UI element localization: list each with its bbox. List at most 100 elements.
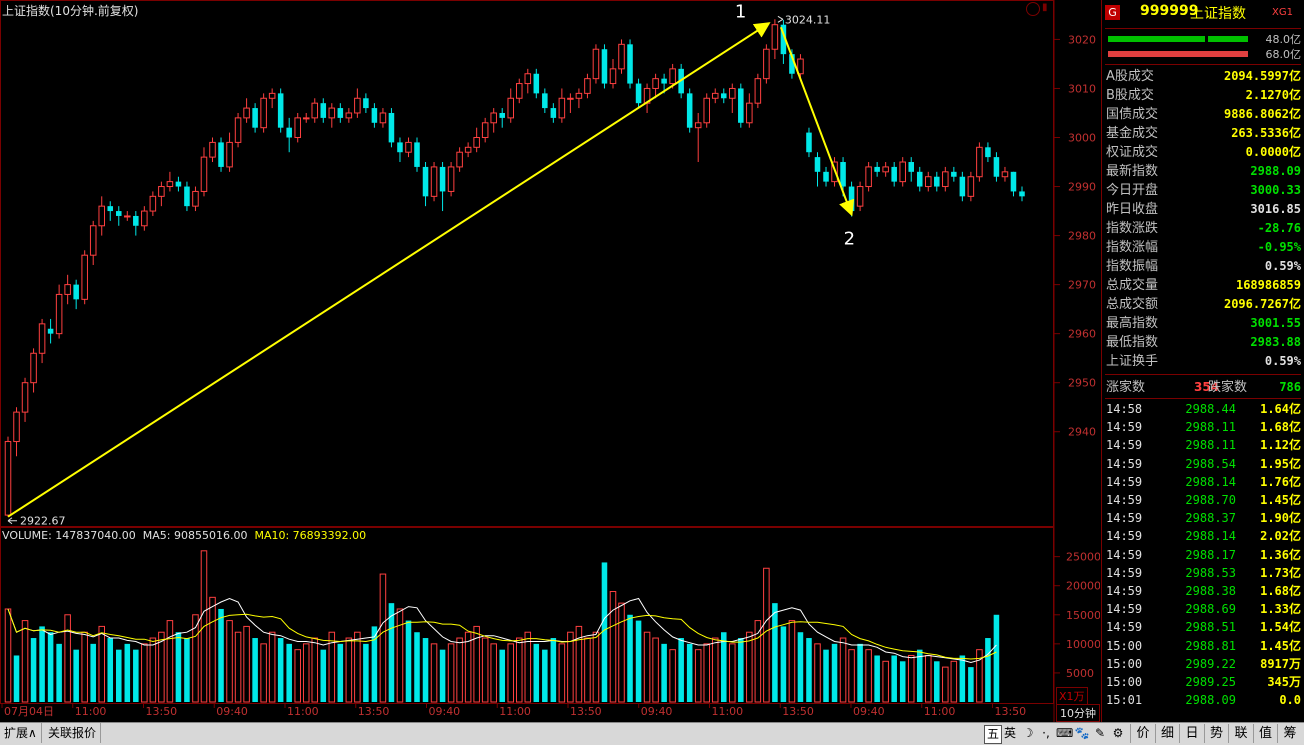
stat-label: 最高指数 <box>1106 316 1159 331</box>
candle-body <box>908 162 914 172</box>
marker-2-label: 2 <box>844 229 855 250</box>
ime-pen-icon[interactable]: ✎ <box>1094 726 1106 740</box>
price-tick-label: 3020 <box>1068 33 1096 46</box>
tick-volume: 2.02亿 <box>1260 529 1301 544</box>
ime-moon-icon[interactable]: ☽ <box>1022 726 1034 740</box>
tick-row: 14:59 2988.11 1.12亿 <box>1106 436 1301 454</box>
candle-body <box>515 83 523 99</box>
circle-toggle-icon[interactable] <box>1026 2 1040 16</box>
candle-body <box>720 93 727 99</box>
ma10-line <box>7 608 997 660</box>
trend-button[interactable]: 势 <box>1203 724 1229 743</box>
price-button[interactable]: 价 <box>1130 724 1155 743</box>
tick-volume: 1.36亿 <box>1260 547 1301 562</box>
value-button[interactable]: 值 <box>1252 724 1278 743</box>
stat-value: 2094.5997亿 <box>1223 69 1301 83</box>
stat-label: 总成交额 <box>1106 297 1159 312</box>
volume-bar <box>396 608 404 703</box>
volume-bar <box>499 649 505 702</box>
price-tick-label: 2990 <box>1068 181 1096 194</box>
tick-price: 2988.81 <box>1185 638 1236 653</box>
candle-body <box>98 205 106 227</box>
volume-tick-label: 10000 <box>1066 638 1100 651</box>
volume-bar <box>985 638 991 702</box>
stat-label: B股成交 <box>1106 88 1154 103</box>
candle-body <box>533 73 540 94</box>
candle-body <box>797 58 804 75</box>
link-button[interactable]: 联 <box>1228 724 1253 743</box>
tick-time: 14:59 <box>1106 602 1143 617</box>
related-quote-tab[interactable]: 关联报价 <box>44 723 102 743</box>
candle-body <box>30 352 37 384</box>
tick-row: 15:00 2989.25 345万 <box>1106 673 1301 691</box>
stat-row: 最低指数 2983.88 <box>1106 333 1301 352</box>
candle-body <box>542 93 548 109</box>
detail-button[interactable]: 细 <box>1154 724 1180 743</box>
stat-label: 指数涨幅 <box>1106 240 1159 255</box>
stat-label: 今日开盘 <box>1106 183 1159 198</box>
stat-value: 2988.09 <box>1250 164 1301 178</box>
volume-bar <box>669 649 676 703</box>
period-selector[interactable]: 10分钟 <box>1056 704 1100 722</box>
stat-row: 最新指数 2988.09 <box>1106 162 1301 181</box>
stat-row: 指数涨跌 -28.76 <box>1106 219 1301 238</box>
candle-body <box>149 195 157 212</box>
tick-time: 14:59 <box>1106 584 1143 598</box>
kline-chart-area[interactable]: 3020 3010 3000 2990 2980 2970 2960 2950 2940 250… <box>0 0 1101 722</box>
stat-value: 3016.85 <box>1250 202 1301 216</box>
volume-ma-lines <box>7 597 997 664</box>
candle-body <box>814 157 821 172</box>
tick-time: 15:01 <box>1106 693 1143 708</box>
stat-value: 168986859 <box>1235 278 1301 292</box>
ime-keyboard-icon[interactable]: ⌨ <box>1056 726 1074 740</box>
volume-bar <box>797 632 804 702</box>
candle-body <box>874 166 880 172</box>
candle-body <box>499 112 505 118</box>
volume-bar <box>405 620 412 702</box>
ime-skin-icon[interactable]: 🐾 <box>1074 726 1090 740</box>
volume-bar <box>814 643 821 703</box>
divider <box>1105 28 1301 29</box>
ime-settings-icon[interactable]: ⚙ <box>1112 726 1124 740</box>
candle-body <box>780 24 787 55</box>
ime-lang-icon[interactable]: 英 <box>1003 726 1016 740</box>
tick-time: 14:59 <box>1106 511 1143 526</box>
ime-punct-icon[interactable]: ·, <box>1042 726 1050 740</box>
candle-body <box>371 108 378 123</box>
candle-body <box>856 186 864 207</box>
volume-bar <box>260 643 267 703</box>
volume-bar <box>430 643 438 703</box>
candle-body <box>746 102 753 124</box>
candle-body <box>430 166 438 197</box>
panel-menu-icon[interactable]: ▮ <box>1042 2 1048 13</box>
candle-body <box>891 166 897 182</box>
volume-bar <box>959 655 966 702</box>
candle-body <box>243 107 250 119</box>
stat-row: B股成交 2.1270亿 <box>1106 86 1301 105</box>
volume-bar <box>720 632 727 702</box>
candle-body <box>763 48 770 80</box>
ime-wubi-icon[interactable]: 五 <box>984 725 1002 744</box>
daily-button[interactable]: 日 <box>1179 724 1204 743</box>
down-label: 跌家数 <box>1208 380 1248 395</box>
candle-body <box>414 142 420 167</box>
volume-tick-label: 5000 <box>1066 667 1094 680</box>
candle-body <box>218 142 224 167</box>
badge-icon: G <box>1105 5 1120 20</box>
ma5-line <box>7 597 997 664</box>
tick-time: 14:59 <box>1106 529 1143 544</box>
candle-body <box>924 176 932 188</box>
volume-bar <box>763 567 770 703</box>
divider <box>1105 374 1301 375</box>
candle-body <box>405 141 412 153</box>
candle-body <box>226 141 233 168</box>
expand-tab[interactable]: 扩展∧ <box>0 723 42 743</box>
candle-body <box>473 137 480 148</box>
chips-button[interactable]: 筹 <box>1277 724 1302 743</box>
stat-value: 0.59% <box>1264 259 1301 273</box>
candle-body <box>686 93 693 128</box>
candle-body <box>507 97 515 119</box>
candle-body <box>789 54 795 74</box>
candle-body <box>124 215 131 218</box>
